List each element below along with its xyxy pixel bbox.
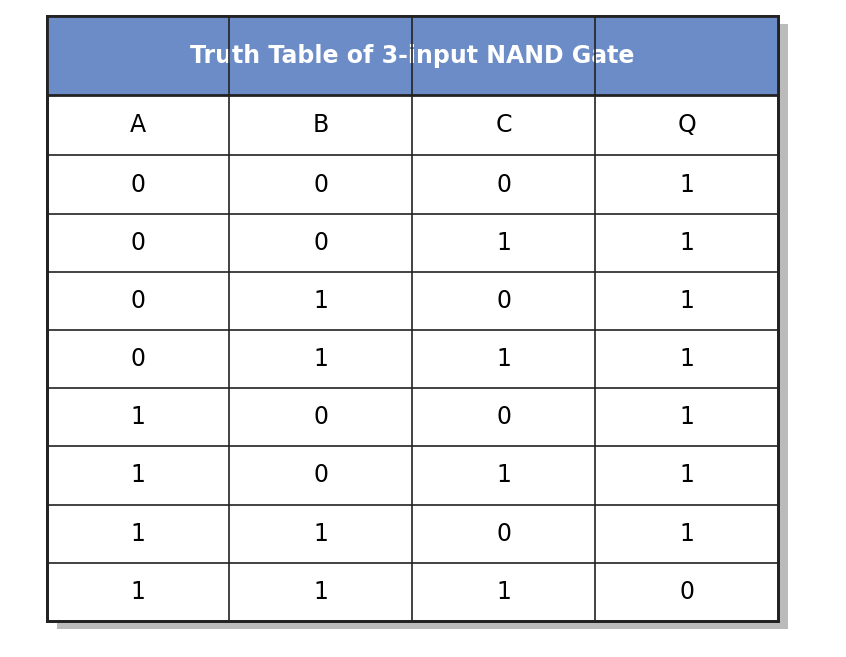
Text: 0: 0	[314, 405, 328, 429]
Text: 0: 0	[314, 463, 328, 487]
Text: 0: 0	[130, 231, 146, 255]
Text: 1: 1	[679, 173, 695, 196]
Text: C: C	[496, 113, 512, 137]
Text: 0: 0	[497, 173, 511, 196]
Text: 1: 1	[679, 405, 695, 429]
Text: 1: 1	[130, 405, 146, 429]
Text: 1: 1	[314, 579, 328, 604]
Text: 0: 0	[314, 231, 328, 255]
Text: 1: 1	[679, 522, 695, 545]
Text: 0: 0	[314, 173, 328, 196]
Text: 0: 0	[497, 405, 511, 429]
Text: 1: 1	[130, 463, 146, 487]
Text: 0: 0	[130, 347, 146, 371]
Text: 0: 0	[130, 289, 146, 313]
Text: 1: 1	[497, 231, 511, 255]
Text: 0: 0	[497, 289, 511, 313]
Text: B: B	[313, 113, 329, 137]
Text: 1: 1	[130, 579, 146, 604]
Text: 1: 1	[130, 522, 146, 545]
Text: 1: 1	[497, 463, 511, 487]
Bar	[47, 16, 778, 95]
Text: 1: 1	[497, 347, 511, 371]
Text: 1: 1	[679, 463, 695, 487]
Text: 0: 0	[679, 579, 695, 604]
Text: 1: 1	[679, 231, 695, 255]
Text: A: A	[130, 113, 146, 137]
Bar	[47, 16, 778, 621]
Text: 1: 1	[314, 347, 328, 371]
Text: 0: 0	[130, 173, 146, 196]
Bar	[57, 24, 788, 629]
Text: 1: 1	[497, 579, 511, 604]
Text: 1: 1	[314, 522, 328, 545]
Text: 1: 1	[314, 289, 328, 313]
Bar	[47, 16, 778, 621]
Text: Truth Table of 3-input NAND Gate: Truth Table of 3-input NAND Gate	[190, 44, 634, 68]
Text: 1: 1	[679, 289, 695, 313]
Text: 1: 1	[679, 347, 695, 371]
Text: 0: 0	[497, 522, 511, 545]
Text: Q: Q	[678, 113, 696, 137]
